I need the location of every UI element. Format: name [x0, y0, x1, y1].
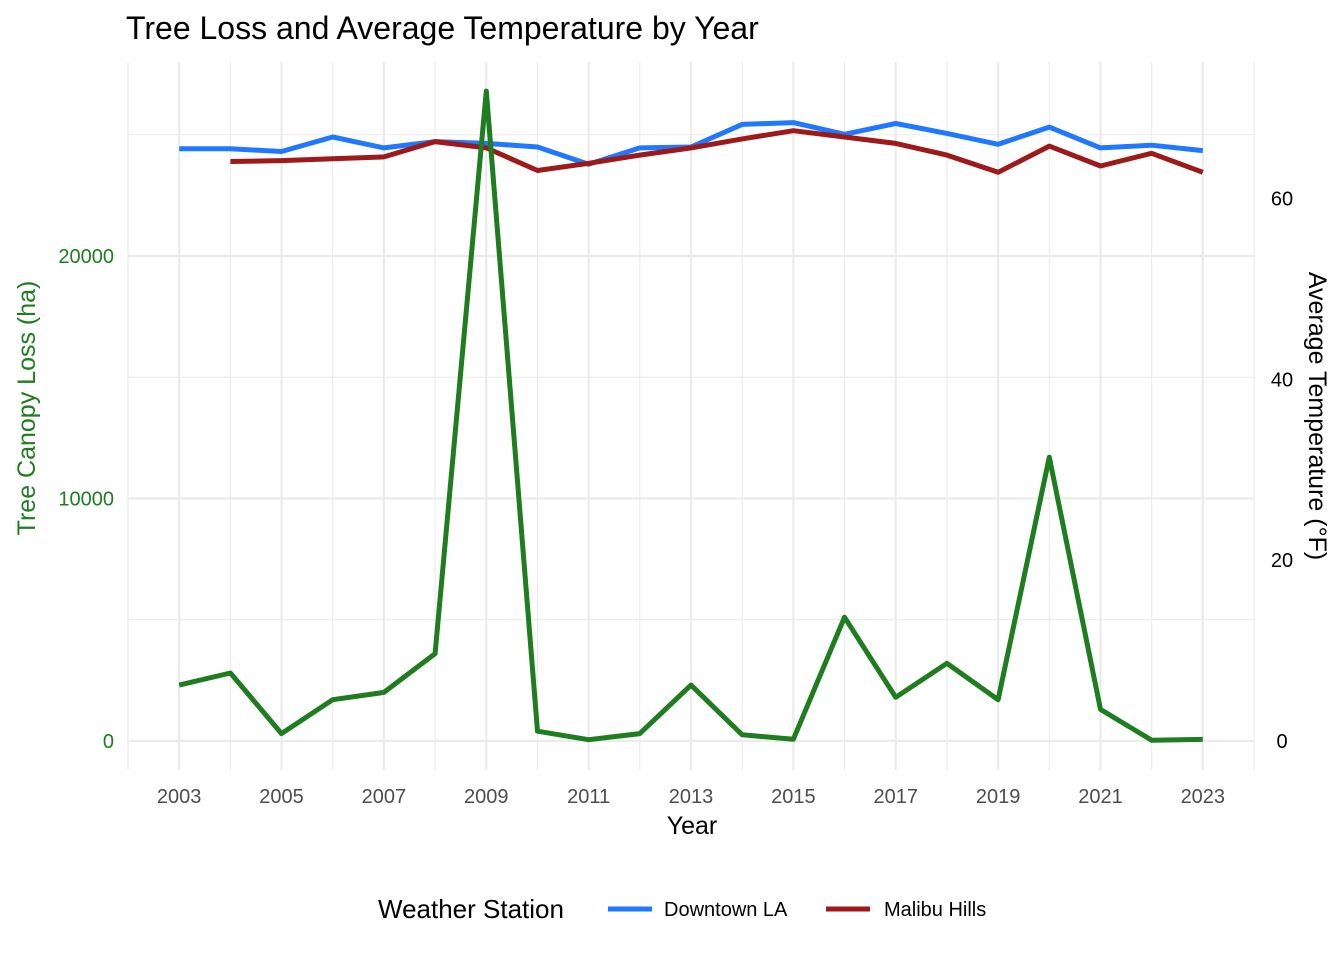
legend-title: Weather Station [378, 894, 564, 924]
y-left-axis-title: Tree Canopy Loss (ha) [13, 281, 41, 536]
x-tick-label: 2013 [669, 786, 714, 808]
chart-title: Tree Loss and Average Temperature by Yea… [126, 10, 759, 46]
x-tick-label: 2023 [1181, 786, 1226, 808]
y-right-axis-ticks: 0 20 40 60 [1271, 189, 1293, 754]
y-left-tick-label: 0 [103, 731, 114, 753]
y-right-tick-label: 60 [1271, 189, 1293, 211]
x-tick-label: 2003 [157, 786, 202, 808]
y-left-tick-label: 10000 [58, 488, 114, 510]
y-right-axis-title: Average Temperature (°F) [1303, 272, 1331, 560]
y-right-tick-label: 40 [1271, 369, 1293, 391]
x-tick-label: 2017 [873, 786, 918, 808]
x-tick-label: 2019 [976, 786, 1021, 808]
series-line-tree-loss [178, 88, 1203, 743]
x-axis-ticks: 2003 2005 2007 2009 2011 2013 2015 2017 2019 2021… [157, 786, 1225, 808]
x-tick-label: 2021 [1078, 786, 1123, 808]
x-tick-label: 2005 [259, 786, 304, 808]
y-right-tick-label: 0 [1276, 731, 1287, 753]
major-gridlines [128, 62, 1254, 770]
legend-label-downtown-la: Downtown LA [664, 899, 788, 921]
legend-label-malibu-hills: Malibu Hills [884, 899, 986, 921]
x-tick-label: 2009 [464, 786, 509, 808]
x-tick-label: 2007 [362, 786, 407, 808]
y-left-tick-label: 20000 [58, 246, 114, 268]
series-layer [178, 88, 1204, 743]
series-line-malibu [230, 128, 1204, 175]
y-left-axis-ticks: 0 10000 20000 [58, 246, 114, 753]
legend: Weather Station Downtown LA Malibu Hills [378, 894, 986, 924]
x-tick-label: 2015 [771, 786, 816, 808]
x-tick-label: 2011 [567, 786, 610, 808]
x-axis-title: Year [667, 812, 718, 840]
y-right-tick-label: 20 [1271, 550, 1293, 572]
